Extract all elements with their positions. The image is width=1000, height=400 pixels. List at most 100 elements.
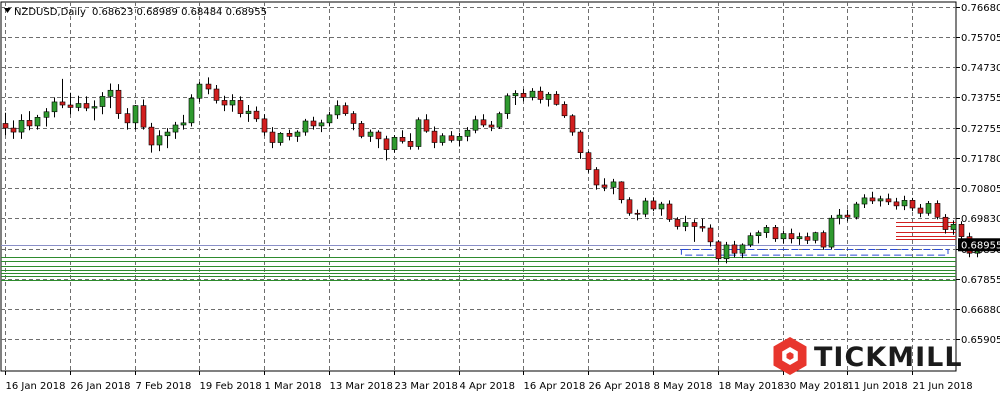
bull-candle [229,100,236,106]
x-tick-label: 8 May 2018 [654,381,713,392]
bull-candle [545,93,552,100]
bull-candle [172,124,179,133]
bull-candle [796,236,803,240]
bear-candle [958,224,965,237]
bull-candle [326,114,333,124]
bull-candle [828,217,835,248]
bull-candle [529,90,536,98]
last-price-tag: 0.68955 [958,238,1000,252]
bear-candle [634,212,641,215]
bear-candle [909,200,916,209]
ohlc-values: 0.68623 0.68989 0.68484 0.68955 [92,7,267,18]
x-tick-label: 19 Feb 2018 [200,381,262,392]
y-tick-label: 0.72755 [961,124,1000,135]
bear-candle [431,130,438,143]
y-tick-label: 0.74730 [961,63,1000,74]
x-axis: 16 Jan 2018 26 Jan 2018 7 Feb 2018 19 Feb 2… [5,371,973,392]
bull-candle [901,200,908,207]
bear-candle [375,131,382,140]
bear-candle [140,105,147,128]
bear-candle [869,197,876,202]
x-tick-label: 26 Apr 2018 [589,381,651,392]
bull-candle [836,214,843,219]
bull-candle [747,235,754,246]
bear-candle [561,104,568,117]
bear-candle [626,199,633,214]
bear-candle [691,222,698,227]
bull-candle [188,97,195,124]
bear-candle [59,101,66,106]
bull-candle [180,122,187,126]
bear-candle [261,118,268,133]
grid [1,2,956,371]
x-tick-label: 1 Mar 2018 [265,381,322,392]
bear-candle [699,226,706,229]
bull-candle [51,101,58,113]
bull-candle [755,232,762,236]
bull-candle [861,197,868,205]
bull-candle [75,103,82,108]
bull-candle [34,117,41,127]
bull-candle [302,120,309,133]
bull-candle [107,89,114,97]
bear-candle [788,233,795,240]
bear-candle [83,103,90,109]
bear-candle [269,131,276,143]
brand-logo: TICKMILL [773,337,962,375]
bear-candle [488,124,495,128]
x-tick-label: 18 May 2018 [719,381,784,392]
candles [2,77,981,264]
bull-candle [245,110,252,114]
bull-candle [156,135,163,146]
bear-candle [383,138,390,150]
bull-candle [164,131,171,137]
bear-candle [942,216,949,230]
bear-candle [618,181,625,201]
bear-candle [253,110,260,120]
y-tick-label: 0.76680 [961,3,1000,14]
x-tick-label: 13 Mar 2018 [330,381,393,392]
bull-candle [658,203,665,210]
bear-candle [480,119,487,126]
bull-candle [464,129,471,137]
bull-candle [780,233,787,240]
bear-candle [213,88,220,101]
bear-candle [844,214,851,218]
last-price-label: 0.68955 [961,240,1000,251]
bull-candle [18,120,25,133]
x-tick-label: 7 Feb 2018 [136,381,192,392]
bear-candle [358,123,365,137]
bear-candle [804,236,811,241]
bear-candle [205,83,212,90]
bear-candle [237,100,244,114]
bear-candle [553,93,560,105]
tickmill-logo-icon [773,337,807,375]
bear-candle [707,227,714,243]
bull-candle [415,119,422,147]
bear-candle [772,227,779,240]
bull-candle [682,222,689,227]
x-tick-label: 30 May 2018 [784,381,849,392]
bull-candle [439,135,446,143]
bear-candle [221,100,228,106]
bear-candle [650,200,657,210]
bull-candle [642,200,649,215]
bull-candle [763,227,770,233]
bear-candle [537,90,544,100]
bear-candle [820,232,827,248]
x-tick-label: 11 Jun 2018 [848,381,908,392]
bear-candle [917,207,924,214]
bull-candle [504,95,511,114]
dropdown-triangle-icon[interactable] [4,8,11,13]
bear-candle [286,133,293,137]
x-tick-label: 4 Apr 2018 [460,381,515,392]
bull-candle [925,203,932,214]
bull-candle [812,232,819,241]
x-tick-label: 21 Jun 2018 [913,381,973,392]
chart-header: NZDUSD,Daily 0.68623 0.68989 0.68484 0.6… [4,7,267,18]
bear-candle [407,140,414,147]
bear-candle [67,104,74,108]
bear-candle [893,201,900,207]
bear-candle [310,120,317,127]
